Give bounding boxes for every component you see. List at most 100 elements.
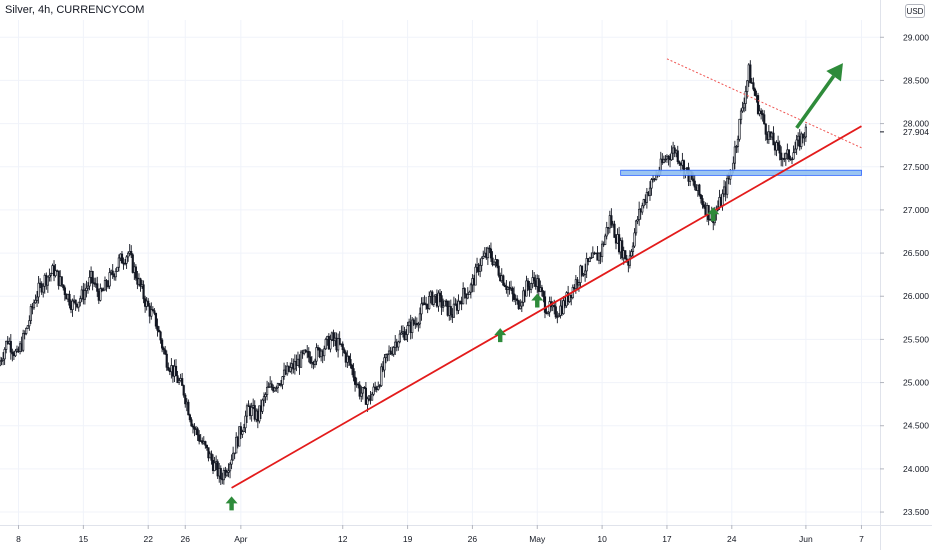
- candle-body: [440, 295, 443, 308]
- candle-body: [406, 325, 409, 335]
- candle-body: [358, 384, 361, 397]
- drawings[interactable]: [225, 58, 862, 511]
- candle-body: [676, 150, 679, 162]
- candle-body: [624, 250, 627, 260]
- candle-body: [262, 396, 266, 401]
- candle-body: [279, 384, 283, 386]
- candle-body: [191, 425, 195, 428]
- candle-body: [162, 347, 165, 351]
- ascending-trendline: [231, 125, 862, 489]
- y-tick-label: 28.500: [903, 75, 929, 85]
- candle-body: [520, 301, 523, 307]
- y-tick-label: 26.000: [903, 291, 929, 301]
- x-tick-label: 26: [468, 534, 478, 544]
- candle-body: [244, 415, 247, 429]
- candle-body: [184, 394, 187, 405]
- candle-body: [670, 152, 673, 161]
- candle-body: [764, 123, 767, 135]
- candle-body: [692, 178, 695, 182]
- up-arrow-icon: [225, 496, 238, 511]
- candle-body: [604, 235, 607, 245]
- candle-body: [533, 277, 536, 282]
- candle-body: [250, 406, 253, 416]
- candle-body: [667, 155, 670, 159]
- candle-body: [275, 387, 278, 389]
- candle-body: [438, 292, 442, 296]
- candle-body: [673, 147, 676, 154]
- candle-body: [372, 386, 375, 395]
- up-arrow-icon: [707, 207, 720, 222]
- candle-body: [491, 257, 494, 265]
- candle-body: [139, 278, 142, 287]
- candle-body: [245, 405, 249, 417]
- candle-body: [154, 312, 158, 327]
- candle-body: [233, 452, 236, 455]
- time-axis[interactable]: 8 15 22 26 Apr 12 19 26 May 10 17 24 Jun 7: [0, 525, 932, 544]
- candle-body: [778, 144, 781, 154]
- candle-body: [577, 282, 581, 286]
- candle-body: [452, 303, 455, 318]
- grid: [0, 20, 880, 525]
- candle-body: [638, 208, 641, 220]
- y-tick-label: 24.000: [903, 464, 929, 474]
- candle-body: [645, 191, 648, 203]
- candle-body: [5, 340, 8, 350]
- x-tick-label: 17: [662, 534, 672, 544]
- candle-body: [159, 331, 162, 341]
- candle-body: [641, 205, 644, 213]
- candle-body: [489, 248, 493, 259]
- candle-body: [273, 387, 276, 392]
- candle-body: [0, 360, 3, 362]
- candle-body: [153, 310, 156, 314]
- candle-body: [370, 393, 374, 401]
- candle-body: [804, 126, 807, 138]
- candle-body: [513, 293, 516, 300]
- candle-body: [28, 320, 31, 327]
- candle-body: [177, 380, 181, 383]
- candle-body: [156, 325, 159, 331]
- y-tick-label: 25.500: [903, 334, 929, 344]
- candle-body: [352, 368, 355, 378]
- candle-body: [693, 180, 696, 188]
- candle-body: [196, 428, 199, 436]
- candle-body: [25, 328, 28, 334]
- candle-body: [772, 132, 775, 146]
- candle-body: [752, 82, 755, 90]
- candle-body: [738, 118, 741, 140]
- candle-body: [261, 399, 264, 412]
- candle-body: [801, 133, 804, 139]
- candle-body: [276, 383, 279, 389]
- candle-body: [664, 158, 667, 161]
- candle-body: [386, 353, 389, 356]
- candle-body: [662, 159, 665, 163]
- candle-body: [398, 333, 401, 343]
- candle-body: [736, 138, 740, 147]
- candle-body: [417, 323, 420, 326]
- price-axis[interactable]: 29.000 28.500 28.000 27.500 27.000 26.500 26.0…: [880, 0, 929, 550]
- candle-body: [353, 376, 357, 385]
- candle-body: [557, 314, 560, 318]
- currency-badge[interactable]: USD: [905, 4, 925, 18]
- y-tick-label: 27.000: [903, 205, 929, 215]
- candle-body: [529, 283, 533, 290]
- candle-body: [428, 296, 431, 309]
- candle-body: [258, 405, 261, 422]
- candle-body: [540, 287, 543, 292]
- candle-body: [239, 426, 242, 435]
- candle-body: [93, 282, 96, 285]
- candle-body: [795, 139, 798, 150]
- candle-body: [150, 309, 153, 317]
- candle-body: [32, 302, 36, 309]
- candle-body: [463, 288, 466, 295]
- candle-body: [323, 348, 326, 357]
- candle-body: [264, 394, 267, 398]
- candle-body: [443, 300, 446, 307]
- candle-body: [48, 274, 51, 278]
- candle-body: [337, 338, 340, 351]
- candle-body: [157, 329, 161, 333]
- candle-body: [744, 91, 747, 104]
- candle-body: [383, 357, 386, 371]
- candle-body: [125, 256, 128, 264]
